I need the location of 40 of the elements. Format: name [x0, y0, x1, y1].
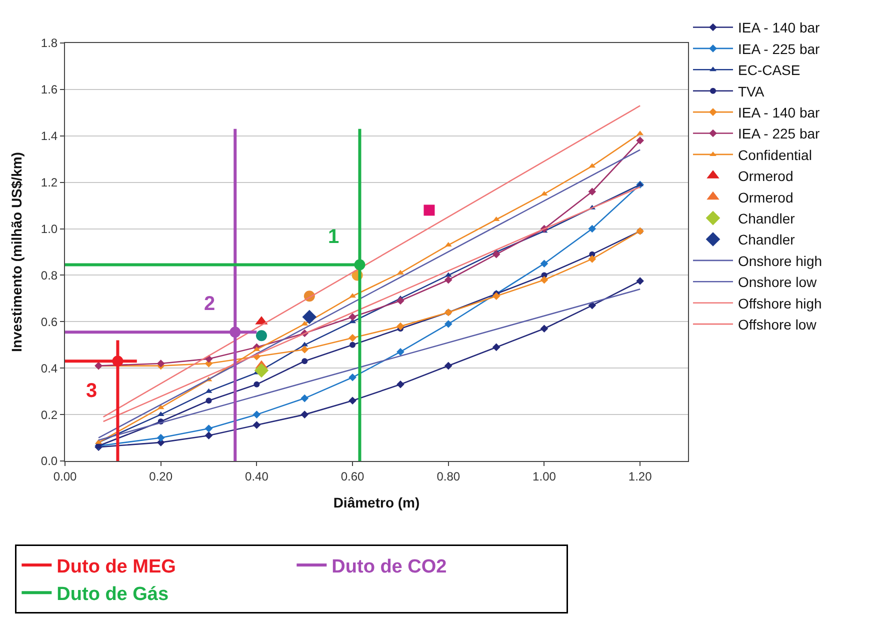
y-tick-label: 0.0 [40, 454, 58, 468]
legend-label: Duto de Gás [56, 584, 169, 606]
x-tick-label: 0.20 [149, 469, 173, 484]
legend-label: IEA - 140 bar [738, 104, 820, 121]
legend-label: Chandler [738, 232, 796, 248]
legend-label: IEA - 225 bar [738, 40, 820, 57]
legend-label: Offshore low [738, 316, 818, 333]
y-tick-label: 1.8 [40, 36, 58, 50]
x-tick-label: 0.60 [340, 469, 365, 484]
y-tick-label: 1.6 [40, 82, 58, 97]
annotation: 1 [328, 226, 340, 248]
x-tick-label: 0.80 [436, 469, 460, 484]
y-axis-title: Investimento (milhão US$/km) [8, 152, 25, 352]
legend-label: TVA [738, 83, 765, 100]
x-tick-label: 1.00 [532, 469, 556, 484]
x-tick-label: 0.00 [53, 469, 77, 484]
legend-label: IEA - 225 bar [738, 126, 820, 142]
y-tick-label: 0.6 [40, 314, 58, 329]
legend-label: Duto de MEG [56, 556, 176, 578]
y-tick-label: 0.8 [40, 268, 58, 282]
legend-label: Offshore high [738, 295, 822, 312]
x-tick-label: 1.20 [628, 469, 652, 484]
legend-label: IEA - 140 bar [738, 20, 820, 36]
y-tick-label: 0.2 [40, 408, 58, 422]
x-tick-label: 0.40 [245, 469, 269, 484]
x-axis-title: Diâmetro (m) [333, 494, 420, 511]
legend-label: Chandler [738, 210, 796, 227]
legend-label: Ormerod [738, 168, 794, 184]
y-tick-label: 1.4 [40, 129, 58, 144]
legend-label: EC-CASE [738, 62, 800, 78]
legend-label: Duto de CO2 [332, 556, 447, 578]
y-tick-label: 1.0 [40, 222, 58, 236]
legend-label: Confidential [738, 146, 812, 163]
legend-label: Onshore high [738, 252, 822, 269]
legend-label: Onshore low [738, 274, 818, 290]
annotation: 3 [86, 380, 98, 402]
y-tick-label: 1.2 [40, 176, 58, 190]
annotation: 2 [204, 293, 216, 315]
legend-label: Ormerod [738, 189, 794, 206]
y-tick-label: 0.4 [40, 361, 58, 376]
